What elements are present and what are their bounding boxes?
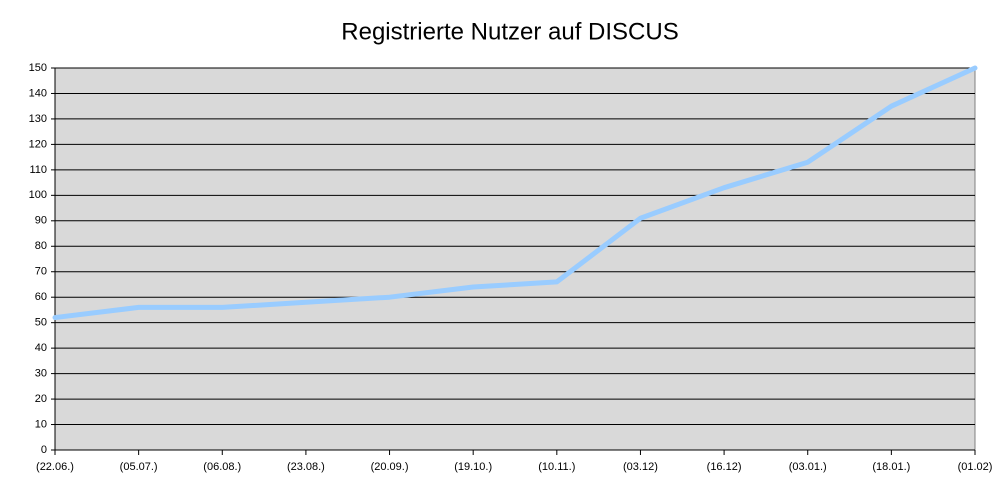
y-tick-label: 60 <box>35 291 47 303</box>
data-line <box>52 65 978 321</box>
y-tick-label: 110 <box>29 164 47 176</box>
y-tick-label: 30 <box>35 368 47 380</box>
x-tick-label: (05.07.) <box>120 461 158 473</box>
x-tick-label: (03.01.) <box>789 461 827 473</box>
y-tick-label: 90 <box>35 215 47 227</box>
x-tick-label: (19.10.) <box>454 461 492 473</box>
x-tick-label: (23.08.) <box>287 461 325 473</box>
plot-area <box>54 67 976 451</box>
x-tick-label: (18.01.) <box>872 461 910 473</box>
x-tick-label: (06.08.) <box>203 461 241 473</box>
y-tick-label: 140 <box>29 87 47 99</box>
y-tick-label: 80 <box>35 240 47 252</box>
x-tick-label: (01.02) <box>958 461 993 473</box>
y-tick-label: 130 <box>29 113 47 125</box>
x-tick-label: (22.06.) <box>36 461 74 473</box>
y-tick-label: 10 <box>35 418 47 430</box>
y-tick-label: 120 <box>29 138 47 150</box>
x-tick-label: (16.12) <box>707 461 742 473</box>
y-tick-label: 20 <box>35 393 47 405</box>
y-tick-label: 40 <box>35 342 47 354</box>
y-tick-label: 70 <box>35 266 47 278</box>
x-tick-label: (20.09.) <box>371 461 409 473</box>
x-tick-label: (10.11.) <box>538 461 575 473</box>
y-tick-label: 100 <box>29 189 47 201</box>
y-tick-label: 150 <box>29 62 47 74</box>
y-tick-label: 50 <box>35 317 47 329</box>
chart-title: Registrierte Nutzer auf DISCUS <box>341 18 678 45</box>
y-tick-label: 0 <box>41 444 47 456</box>
x-tick-label: (03.12) <box>623 461 658 473</box>
